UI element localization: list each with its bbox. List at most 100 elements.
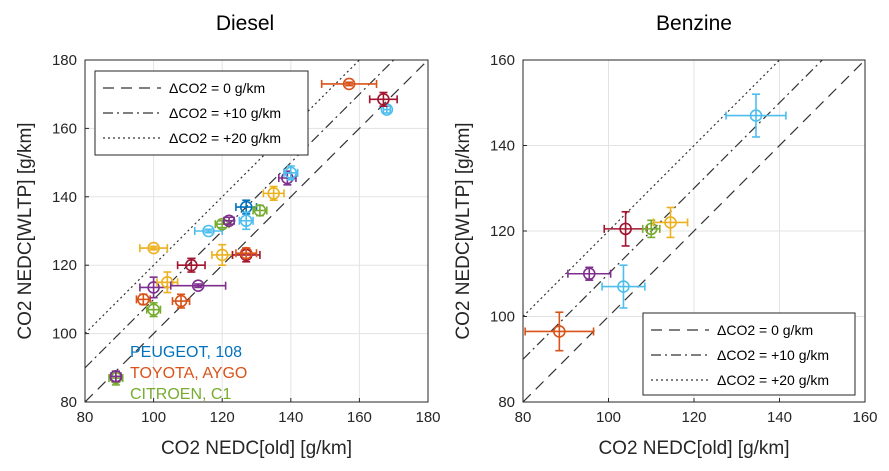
y-tick-label: 160 — [490, 52, 515, 69]
point-marker — [284, 166, 298, 180]
reference-line-0 — [85, 60, 428, 402]
series-label: PEUGEOT, 108 — [130, 344, 242, 361]
data-point — [176, 257, 206, 273]
chart-1: 80 100 120 140 160 80 100 120 140 160 ΔCO2 = 0 g/k… — [453, 12, 878, 459]
data-point — [222, 214, 236, 228]
data-point — [135, 293, 151, 306]
legend-entry: ΔCO2 = +20 g/km — [717, 372, 829, 388]
data-point — [235, 246, 258, 260]
y-tick-label: 120 — [490, 223, 515, 240]
point-marker — [191, 279, 205, 293]
y-tick-label: 100 — [52, 326, 77, 343]
data-point — [368, 91, 398, 107]
point-marker — [644, 222, 658, 236]
axes-box — [522, 59, 866, 403]
y-tick-label: 140 — [490, 138, 515, 155]
legend-entry: ΔCO2 = +10 g/km — [169, 105, 281, 121]
x-tick-label: 180 — [415, 409, 440, 426]
point-marker — [267, 187, 280, 200]
legend-box — [642, 312, 856, 396]
chart-0: 80 100 120 140 160 180 80 100 120 140 160 180 ΔCO2 =… — [15, 12, 441, 459]
point-marker — [619, 222, 632, 236]
point-marker — [109, 370, 123, 383]
data-point — [252, 204, 268, 217]
legend: ΔCO2 = 0 g/km ΔCO2 = +10 g/km ΔCO2 = +20 g… — [94, 70, 309, 156]
data-point — [320, 77, 378, 91]
x-tick-label: 100 — [141, 409, 166, 426]
data-point — [725, 93, 787, 138]
y-tick-label: 120 — [52, 257, 77, 274]
data-point — [145, 302, 162, 318]
x-tick-label: 80 — [77, 409, 94, 426]
point-marker — [147, 303, 160, 316]
point-marker — [147, 281, 160, 294]
axes-box — [84, 59, 429, 403]
y-tick-label: 80 — [498, 394, 515, 411]
point-marker — [202, 224, 215, 238]
x-tick-label: 160 — [347, 409, 372, 426]
x-tick-label: 80 — [515, 409, 532, 426]
data-point — [238, 211, 254, 231]
chart-title: Benzine — [656, 12, 732, 35]
point-marker — [553, 325, 566, 338]
data-point — [283, 165, 299, 181]
data-point — [262, 185, 285, 202]
point-marker — [617, 280, 630, 293]
data-point — [171, 293, 191, 309]
reference-line-0 — [523, 60, 865, 402]
y-tick-label: 100 — [490, 309, 515, 326]
y-tick-label: 140 — [52, 189, 77, 206]
legend-entry: ΔCO2 = +20 g/km — [169, 130, 281, 146]
data-point — [109, 370, 123, 383]
y-tick-label: 80 — [60, 394, 77, 411]
x-tick-label: 140 — [278, 409, 303, 426]
point-marker — [377, 93, 390, 106]
point-marker — [749, 109, 763, 122]
data-point — [156, 271, 179, 294]
data-point — [652, 206, 689, 239]
reference-line-1 — [523, 60, 824, 360]
chart-title: Diesel — [216, 12, 274, 35]
legend-entry: ΔCO2 = 0 g/km — [169, 80, 265, 96]
point-marker — [342, 77, 356, 91]
point-marker — [215, 248, 229, 262]
x-tick-label: 100 — [596, 409, 621, 426]
legend: ΔCO2 = 0 g/km ΔCO2 = +10 g/km ΔCO2 = +20 g… — [642, 312, 856, 396]
reference-line-2 — [85, 60, 361, 335]
point-marker — [582, 267, 596, 281]
x-axis-label: CO2 NEDC[old] [g/km] — [598, 438, 789, 459]
point-marker — [137, 293, 150, 306]
point-marker — [253, 204, 267, 217]
reference-line-2 — [523, 60, 781, 317]
data-point — [567, 266, 612, 281]
y-tick-label: 160 — [52, 120, 77, 137]
data-point — [139, 241, 169, 255]
x-tick-label: 120 — [681, 409, 706, 426]
point-marker — [239, 246, 253, 260]
reference-line-1 — [85, 60, 395, 369]
data-point — [169, 279, 227, 293]
data-point — [601, 264, 646, 309]
y-axis-label: CO2 NEDC[WLTP] [g/km] — [453, 122, 474, 339]
point-marker — [222, 214, 236, 228]
data-point — [524, 311, 595, 352]
x-axis-label: CO2 NEDC[old] [g/km] — [161, 438, 352, 459]
point-marker — [239, 214, 253, 228]
series-label: TOYOTA, AYGO — [130, 365, 247, 382]
point-marker — [664, 216, 677, 229]
point-marker — [185, 258, 198, 272]
x-tick-label: 160 — [852, 409, 877, 426]
series-label: CITROEN, C1 — [130, 386, 231, 403]
data-point — [193, 224, 223, 238]
point-marker — [147, 241, 160, 255]
legend-entry: ΔCO2 = 0 g/km — [717, 322, 813, 338]
point-marker — [161, 275, 174, 289]
y-tick-label: 180 — [52, 52, 77, 69]
y-axis-label: CO2 NEDC[WLTP] [g/km] — [15, 122, 36, 339]
legend-entry: ΔCO2 = +10 g/km — [717, 347, 829, 363]
x-tick-label: 140 — [767, 409, 792, 426]
point-marker — [174, 294, 188, 308]
x-tick-label: 120 — [210, 409, 235, 426]
